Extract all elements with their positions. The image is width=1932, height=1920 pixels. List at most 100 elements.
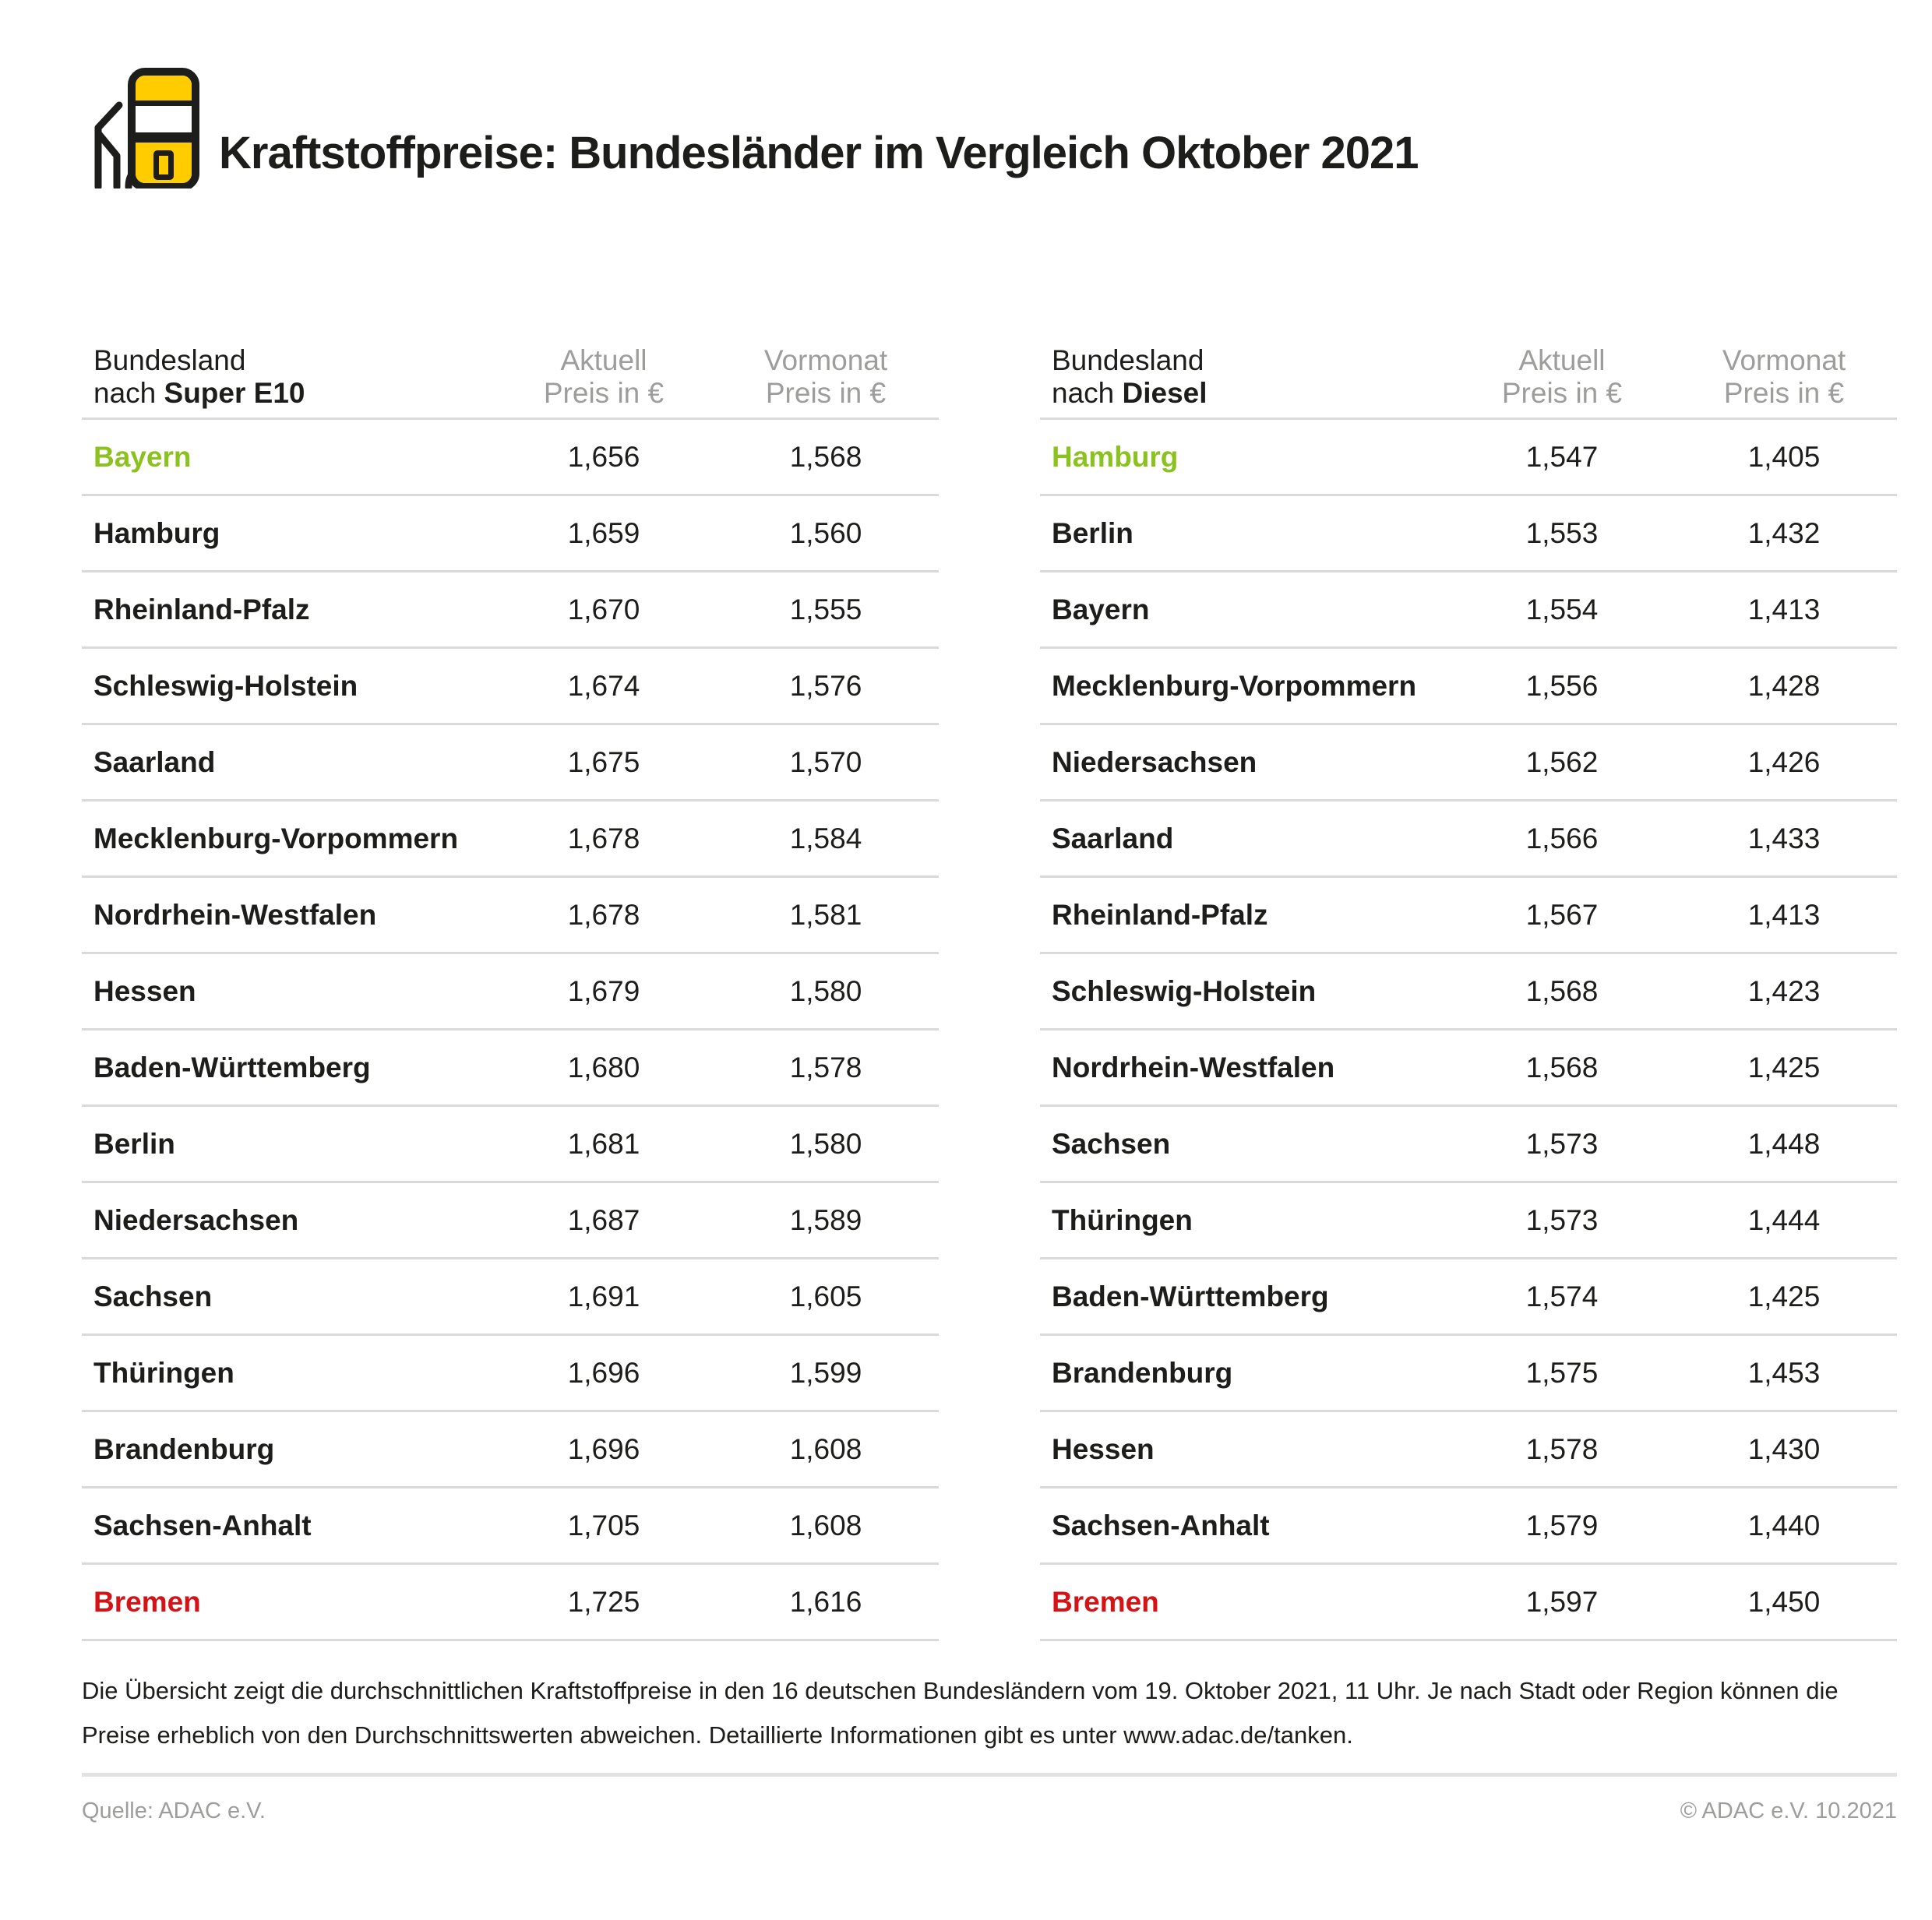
price-aktuell: 1,568	[1525, 1051, 1599, 1083]
price-vormonat: 1,608	[789, 1509, 862, 1541]
state-name: Niedersachsen	[93, 1203, 299, 1236]
price-aktuell: 1,670	[567, 593, 640, 625]
price-vormonat: 1,413	[1747, 593, 1821, 625]
price-aktuell: 1,678	[567, 898, 640, 931]
column-header-vormonat: Vormonat Preis in €	[1722, 344, 1846, 409]
table-row: Bremen 1,725 1,616	[82, 1565, 939, 1641]
price-aktuell: 1,567	[1525, 898, 1599, 931]
footnote: Die Übersicht zeigt die durchschnittlich…	[82, 1668, 1897, 1757]
price-aktuell: 1,674	[567, 669, 640, 702]
table-row: Hessen 1,578 1,430	[1040, 1412, 1897, 1488]
table-row: Sachsen-Anhalt 1,579 1,440	[1040, 1488, 1897, 1565]
state-name: Hessen	[1052, 1432, 1155, 1465]
price-vormonat: 1,576	[789, 669, 862, 702]
fuel-type-label: Diesel	[1122, 377, 1208, 409]
price-aktuell: 1,573	[1525, 1127, 1599, 1160]
state-name: Hessen	[93, 974, 196, 1007]
price-aktuell: 1,681	[567, 1127, 640, 1160]
state-name: Niedersachsen	[1052, 745, 1257, 778]
price-aktuell: 1,725	[567, 1585, 640, 1618]
price-vormonat: 1,578	[789, 1051, 862, 1083]
state-name: Nordrhein-Westfalen	[1052, 1051, 1335, 1083]
state-name: Baden-Württemberg	[93, 1051, 371, 1083]
state-name: Mecklenburg-Vorpommern	[1052, 669, 1417, 702]
state-name: Berlin	[93, 1127, 175, 1160]
table-row: Sachsen 1,691 1,605	[82, 1259, 939, 1336]
price-vormonat: 1,581	[789, 898, 862, 931]
price-vormonat: 1,428	[1747, 669, 1821, 702]
table-row: Thüringen 1,573 1,444	[1040, 1183, 1897, 1259]
price-vormonat: 1,555	[789, 593, 862, 625]
price-aktuell: 1,597	[1525, 1585, 1599, 1618]
column-header-aktuell: Aktuell Preis in €	[1501, 344, 1623, 409]
column-header-bundesland: Bundesland nach Diesel	[1052, 344, 1430, 410]
table-row: Niedersachsen 1,562 1,426	[1040, 725, 1897, 801]
price-vormonat: 1,605	[789, 1280, 862, 1312]
state-name: Schleswig-Holstein	[1052, 974, 1317, 1007]
table-header-diesel: Bundesland nach Diesel Aktuell Preis in …	[1040, 344, 1897, 420]
price-aktuell: 1,687	[567, 1203, 640, 1236]
state-name: Sachsen	[93, 1280, 213, 1312]
price-aktuell: 1,554	[1525, 593, 1599, 625]
state-name: Bremen	[1052, 1585, 1159, 1618]
state-name: Schleswig-Holstein	[93, 669, 358, 702]
table-header-super-e10: Bundesland nach Super E10 Aktuell Preis …	[82, 344, 939, 420]
price-aktuell: 1,574	[1525, 1280, 1599, 1312]
price-aktuell: 1,680	[567, 1051, 640, 1083]
price-aktuell: 1,573	[1525, 1203, 1599, 1236]
table-row: Mecklenburg-Vorpommern 1,678 1,584	[82, 801, 939, 878]
footnote-line2: Preise erheblich von den Durchschnittswe…	[82, 1721, 1353, 1749]
column-header-line1: Bundesland	[1052, 344, 1204, 376]
price-aktuell: 1,568	[1525, 974, 1599, 1007]
copyright-label: © ADAC e.V. 10.2021	[1680, 1798, 1897, 1823]
page-title: Kraftstoffpreise: Bundesländer im Vergle…	[219, 128, 1419, 178]
price-aktuell: 1,547	[1525, 440, 1599, 473]
table-row: Hamburg 1,547 1,405	[1040, 420, 1897, 496]
price-vormonat: 1,433	[1747, 822, 1821, 854]
price-vormonat: 1,444	[1747, 1203, 1821, 1236]
state-name: Mecklenburg-Vorpommern	[93, 822, 459, 854]
diesel-table: Bundesland nach Diesel Aktuell Preis in …	[1040, 344, 1897, 1641]
price-aktuell: 1,696	[567, 1432, 640, 1465]
price-vormonat: 1,426	[1747, 745, 1821, 778]
price-vormonat: 1,405	[1747, 440, 1821, 473]
footer-divider	[82, 1773, 1897, 1777]
state-name: Sachsen-Anhalt	[93, 1509, 312, 1541]
price-aktuell: 1,566	[1525, 822, 1599, 854]
price-vormonat: 1,425	[1747, 1280, 1821, 1312]
state-name: Rheinland-Pfalz	[1052, 898, 1268, 931]
table-row: Hamburg 1,659 1,560	[82, 496, 939, 572]
table-row: Berlin 1,553 1,432	[1040, 496, 1897, 572]
column-header-bundesland: Bundesland nach Super E10	[93, 344, 471, 410]
tables-container: Bundesland nach Super E10 Aktuell Preis …	[82, 344, 1897, 1641]
state-name: Brandenburg	[93, 1432, 275, 1465]
state-name: Saarland	[1052, 822, 1174, 854]
table-row: Bayern 1,656 1,568	[82, 420, 939, 496]
price-aktuell: 1,696	[567, 1356, 640, 1389]
table-row: Mecklenburg-Vorpommern 1,556 1,428	[1040, 649, 1897, 725]
price-vormonat: 1,413	[1747, 898, 1821, 931]
price-vormonat: 1,560	[789, 516, 862, 549]
column-header-line2: nach Super E10	[93, 377, 305, 409]
footnote-line1: Die Übersicht zeigt die durchschnittlich…	[82, 1677, 1839, 1704]
table-row: Berlin 1,681 1,580	[82, 1107, 939, 1183]
state-name: Hamburg	[1052, 440, 1179, 473]
price-aktuell: 1,575	[1525, 1356, 1599, 1389]
fuel-pump-icon	[94, 68, 199, 188]
price-vormonat: 1,580	[789, 974, 862, 1007]
table-row: Hessen 1,679 1,580	[82, 954, 939, 1030]
price-aktuell: 1,578	[1525, 1432, 1599, 1465]
price-aktuell: 1,553	[1525, 516, 1599, 549]
column-header-aktuell: Aktuell Preis in €	[543, 344, 665, 409]
table-row: Brandenburg 1,575 1,453	[1040, 1336, 1897, 1412]
table-row: Baden-Württemberg 1,680 1,578	[82, 1030, 939, 1107]
price-vormonat: 1,448	[1747, 1127, 1821, 1160]
state-name: Berlin	[1052, 516, 1133, 549]
price-vormonat: 1,608	[789, 1432, 862, 1465]
fuel-type-label: Super E10	[164, 377, 305, 409]
column-header-vormonat: Vormonat Preis in €	[763, 344, 888, 409]
footer: Quelle: ADAC e.V. © ADAC e.V. 10.2021	[82, 1783, 1897, 1824]
table-row: Thüringen 1,696 1,599	[82, 1336, 939, 1412]
price-vormonat: 1,584	[789, 822, 862, 854]
